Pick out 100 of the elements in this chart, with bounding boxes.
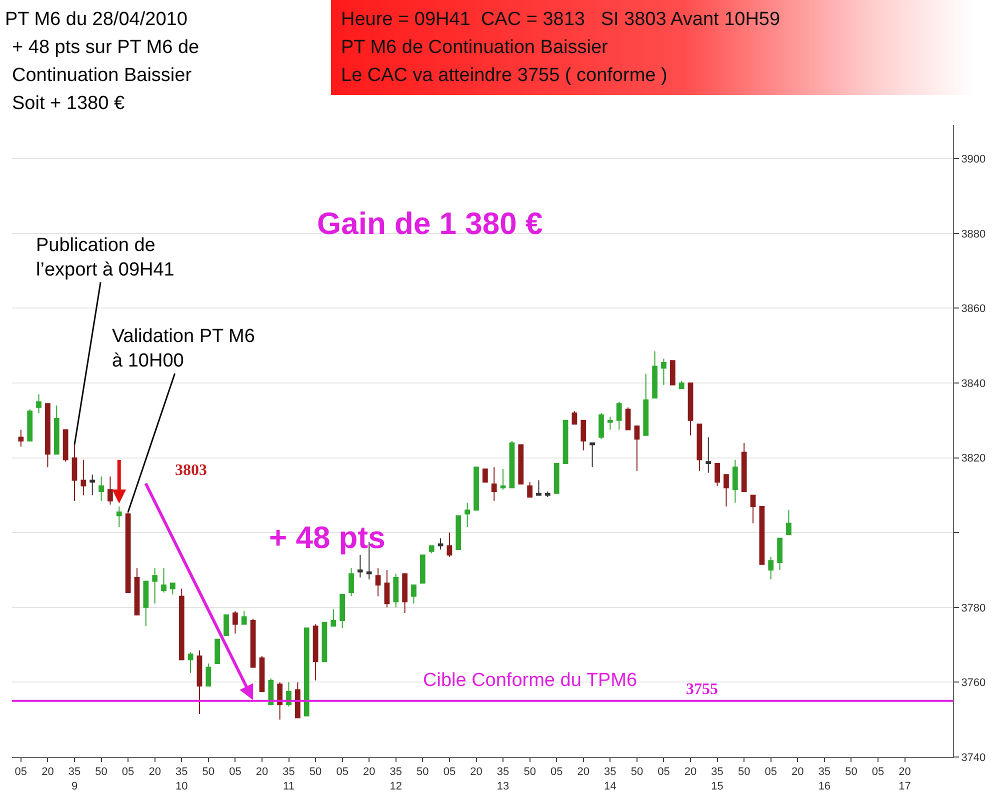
- annotation: + 48 pts: [269, 520, 386, 555]
- candlestick: [322, 622, 328, 662]
- x-tick-label: 20: [577, 766, 590, 778]
- candlestick: [348, 568, 354, 597]
- candlestick: [232, 610, 238, 634]
- y-tick-label: 3820: [961, 452, 986, 465]
- candlestick: [706, 436, 712, 474]
- candlestick: [259, 656, 265, 692]
- annotation: Validation PT M6 à 10H00: [112, 326, 255, 372]
- y-tick-label: 3840: [961, 378, 986, 390]
- candlestick: [759, 506, 765, 565]
- chart-subtitle: + 48 pts sur PT M6 de Continuation Baissier Soit + 1380 €: [11, 36, 200, 116]
- candlestick: [500, 468, 506, 490]
- candlestick: [580, 420, 586, 451]
- candlestick: [491, 466, 497, 502]
- x-tick-label: 50: [845, 766, 858, 778]
- candlestick: [250, 618, 256, 668]
- x-tick-label: 05: [14, 766, 28, 778]
- candlestick: [527, 482, 533, 498]
- x-tick-label: 35 14: [604, 766, 616, 792]
- candlestick: [143, 580, 149, 627]
- x-tick-label: 35 11: [282, 766, 295, 792]
- x-tick-label: 35 13: [496, 766, 510, 792]
- y-tick-label: 3780: [961, 602, 986, 614]
- y-tick-label: 3860: [961, 303, 986, 316]
- candlestick: [384, 570, 390, 608]
- x-tick-label: 35 9: [68, 766, 81, 792]
- x-tick-label: 50: [524, 766, 536, 778]
- candlestick: [428, 545, 434, 554]
- candlestick: [696, 424, 702, 472]
- candlestick: [741, 442, 747, 492]
- candlestick: [714, 462, 720, 486]
- candlestick: [161, 568, 166, 593]
- candlestick: [572, 410, 578, 425]
- candlestick: [62, 429, 68, 462]
- candlestick: [616, 401, 622, 430]
- candlestick: [72, 444, 78, 502]
- candlestick: [474, 466, 479, 511]
- candlestick: [652, 350, 658, 398]
- candlestick: [224, 614, 229, 636]
- candlestick: [330, 608, 336, 627]
- candlestick: [206, 663, 212, 686]
- candlestick: [108, 476, 113, 506]
- x-tick-label: 20: [362, 766, 376, 778]
- x-tick-label: 50: [95, 766, 108, 778]
- candlestick: [750, 494, 756, 524]
- ref-line-label: Cible Conforme du TPM6: [423, 670, 638, 691]
- candlestick: [598, 412, 604, 440]
- text: Heure = 09H41 CAC = 3813 SI 3803 Avant 10H59 PT M6 de Continuation Baissier Le CAC va atteindre 3755 ( conforme ): [341, 8, 780, 88]
- candlestick: [393, 573, 399, 608]
- candlestick: [768, 556, 774, 580]
- candlestick: [340, 594, 346, 628]
- x-tick-label: 20: [148, 766, 161, 778]
- candlestick: [786, 510, 792, 535]
- candlestick: [544, 490, 550, 498]
- x-tick-label: 20: [470, 766, 482, 778]
- candlestick: [411, 584, 416, 604]
- candlestick: [688, 382, 694, 436]
- candlestick: [152, 568, 158, 604]
- candlestick: [268, 678, 274, 706]
- candlestick: [661, 358, 666, 386]
- candlestick: [732, 459, 738, 504]
- candlestick: [241, 610, 247, 625]
- candlestick: [54, 404, 60, 455]
- candlestick: [358, 554, 363, 578]
- candlestick: [80, 459, 86, 496]
- candlestick: [607, 416, 613, 430]
- candlestick: [464, 502, 470, 528]
- y-tick-label: 3900: [961, 154, 986, 166]
- annotation: 3755: [686, 681, 718, 698]
- y-tick-label: 3740: [961, 752, 986, 764]
- candlestick: [777, 538, 782, 571]
- candlestick: [536, 480, 542, 496]
- candlestick: [178, 588, 184, 660]
- x-tick-label: 20: [792, 766, 804, 778]
- x-tick-label: 35 15: [711, 766, 724, 792]
- y-tick-label: 3760: [961, 677, 986, 690]
- x-tick-label: 20 17: [898, 766, 911, 792]
- candlestick: [482, 468, 488, 483]
- candlestick: [420, 554, 426, 584]
- candlestick: [170, 582, 176, 595]
- candlestick: [45, 403, 50, 468]
- x-tick-label: 50: [738, 766, 750, 778]
- x-tick-label: 05: [336, 766, 348, 778]
- candlestick: [554, 462, 560, 494]
- annotation: 3803: [175, 462, 207, 479]
- x-tick-label: 50: [630, 766, 644, 778]
- candlestick: [509, 440, 515, 488]
- candlestick: [625, 406, 631, 430]
- candlestick: [670, 360, 676, 386]
- candlestick: [438, 538, 444, 550]
- x-tick-label: 05: [764, 766, 777, 778]
- candlestick: [446, 532, 452, 558]
- candlestick: [312, 624, 318, 681]
- x-tick-label: 05: [550, 766, 563, 778]
- candlestick: [196, 650, 202, 714]
- candlestick: [678, 380, 684, 390]
- candlestick: [295, 682, 300, 718]
- candlestick: [590, 442, 595, 468]
- candlestick: [375, 568, 381, 597]
